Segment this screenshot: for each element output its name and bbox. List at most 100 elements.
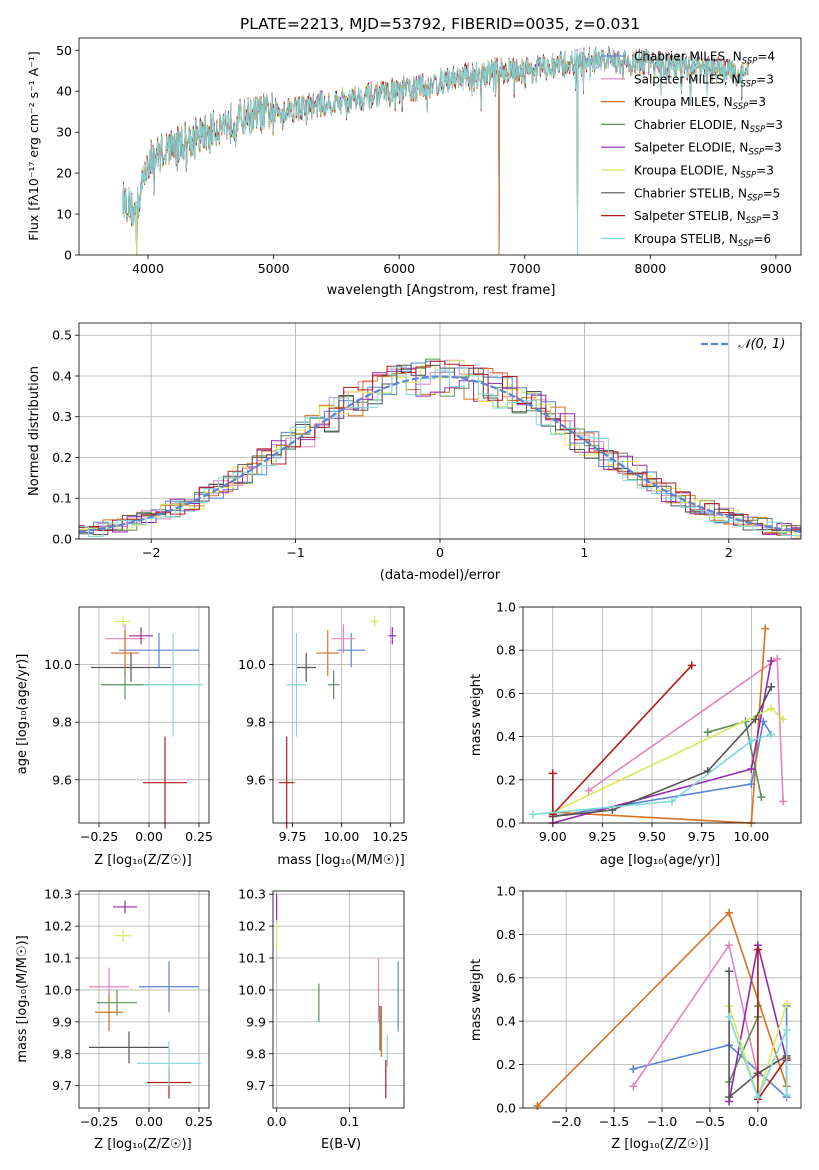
weight-marker	[687, 661, 696, 670]
x-axis-label: E(B-V)	[321, 1137, 361, 1152]
weight-marker	[629, 1082, 638, 1091]
axes-frame	[272, 890, 405, 1109]
y-tick-label: 0.1	[52, 491, 72, 506]
y-tick-label: 30	[56, 125, 72, 140]
weight-marker	[584, 786, 593, 795]
weight-marker	[782, 1090, 791, 1099]
weight-marker	[753, 1093, 762, 1102]
y-tick-label: 0.2	[52, 450, 72, 465]
age-vs-mass-plot: 9.75 10.00 10.25 9.6 9.8 10.0	[238, 606, 408, 844]
y-tick-label: 0.2	[496, 772, 516, 787]
y-tick-label: 0.4	[496, 1014, 516, 1029]
weights-vs-age-panel: 9.00 9.25 9.50 9.75 10.000.00.20.40.60.81.0 …	[469, 600, 802, 868]
y-tick-label: 9.8	[246, 715, 266, 730]
weight-line	[757, 949, 788, 1102]
x-tick-label: 10.25	[372, 829, 408, 844]
weight-marker	[767, 730, 776, 739]
y-tick-label: 0.0	[496, 1101, 516, 1116]
x-axis-label: Z [log₁₀(Z/Z☉)]	[611, 1137, 708, 1152]
residual-histogram	[79, 364, 801, 538]
weights-vs-z-panel: −2.0 −1.5 −1.0 −0.5 0.0 0.0 0.2 0.4 0.6 0.8 1.0 Z …	[469, 884, 802, 1152]
y-axis-label: mass [log₁₀(M/M☉)]	[15, 935, 30, 1062]
weight-line	[632, 943, 759, 1087]
y-tick-label: 0	[64, 248, 72, 263]
age-vs-z-panel: −0.25 0.00 0.259.69.810.0 Z [log₁₀(Z/Z☉)] …	[15, 606, 213, 868]
x-tick-label: 9.75	[279, 829, 307, 844]
y-tick-label: 10.3	[44, 887, 72, 902]
y-tick-label: 10.1	[44, 951, 72, 966]
x-axis-label: Z [log₁₀(Z/Z☉)]	[94, 853, 191, 868]
mass-vs-z-panel: −0.25 0.00 0.25 9.7 9.8 9.9 10.0 10.1 10.2 10.3 Z…	[15, 887, 213, 1152]
spectrum-line	[122, 45, 749, 256]
y-tick-label: 10.0	[44, 982, 72, 997]
y-axis-label: Flux [fλ10⁻¹⁷ erg cm⁻² s⁻¹ A⁻¹]	[26, 51, 41, 240]
y-tick-label: 0.8	[496, 643, 516, 658]
weight-marker	[779, 797, 788, 806]
weights-vs-z-plot: −2.0 −1.5 −1.0 −0.5 0.0 0.0 0.2 0.4 0.6 0.8 1.0	[496, 884, 802, 1129]
y-tick-label: 10.2	[238, 919, 266, 934]
y-tick-label: 0.2	[496, 1057, 516, 1072]
x-tick-label: −1	[286, 545, 304, 560]
legend-label: Kroupa ELODIE, NSSP=3	[634, 164, 774, 181]
legend-label: Kroupa MILES, NSSP=3	[634, 95, 766, 112]
residuals-panel: −2 −1 0 1 2 0.0 0.1 0.2 0.3 0.4 0.5 (data-model)/e…	[27, 322, 802, 583]
spectrum-panel: PLATE=2213, MJD=53792, FIBERID=0035, z=0…	[26, 15, 802, 298]
y-tick-label: 9.7	[246, 1078, 266, 1093]
x-tick-label: −0.25	[80, 829, 118, 844]
weight-marker	[725, 941, 734, 950]
x-tick-label: 9000	[760, 261, 792, 276]
gaussian-curve	[78, 375, 802, 533]
y-tick-label: 20	[56, 166, 72, 181]
axes-frame	[522, 606, 802, 824]
x-tick-label: 0.25	[185, 829, 213, 844]
weight-marker	[548, 810, 557, 819]
legend-label: Salpeter STELIB, NSSP=3	[634, 209, 779, 226]
y-axis-label: mass weight	[469, 959, 484, 1041]
x-axis-label: age [log₁₀(age/yr)]	[600, 853, 721, 868]
y-tick-label: 1.0	[496, 600, 516, 615]
gaussian-legend: 𝒩(0, 1)	[701, 337, 785, 352]
y-tick-label: 0.0	[496, 816, 516, 831]
y-tick-label: 0.4	[52, 368, 72, 383]
weight-marker	[548, 769, 557, 778]
x-tick-label: 2	[725, 545, 733, 560]
residuals-plot: −2 −1 0 1 2 0.0 0.1 0.2 0.3 0.4 0.5	[52, 322, 802, 560]
mass-vs-ebv-panel: 0.0 0.1 9.7 9.8 9.9 10.0 10.1 10.2 10.3 E(B-V)	[238, 887, 405, 1152]
x-axis-label: mass [log₁₀(M/M☉)]	[277, 853, 404, 868]
x-tick-label: 10.00	[324, 829, 360, 844]
y-tick-label: 1.0	[496, 884, 516, 899]
y-tick-label: 9.8	[52, 1046, 72, 1061]
residual-histogram	[79, 366, 801, 537]
y-tick-label: 10.0	[238, 657, 266, 672]
weight-marker	[629, 1064, 638, 1073]
mass-vs-z-plot: −0.25 0.00 0.25 9.7 9.8 9.9 10.0 10.1 10.2 10.3	[44, 887, 213, 1129]
x-tick-label: 7000	[509, 261, 541, 276]
y-tick-label: 0.5	[52, 328, 72, 343]
x-tick-label: 0.00	[135, 829, 163, 844]
x-tick-label: −2.0	[551, 1114, 581, 1129]
x-tick-label: −2	[142, 545, 160, 560]
legend-label: Chabrier ELODIE, NSSP=3	[634, 118, 783, 135]
weight-line	[728, 1016, 788, 1100]
weight-marker	[528, 810, 537, 819]
weight-marker	[703, 728, 712, 737]
weights-vs-age-plot: 9.00 9.25 9.50 9.75 10.00 0.0 0.2 0.4 0.6 0.8 1.0	[496, 600, 802, 844]
mass-vs-ebv-plot: 0.0 0.1 9.7 9.8 9.9 10.0 10.1 10.2 10.3	[238, 887, 405, 1129]
weight-marker	[779, 715, 788, 724]
y-tick-label: 0.6	[496, 686, 516, 701]
x-tick-label: 9.75	[688, 829, 716, 844]
x-tick-label: −0.5	[695, 1114, 725, 1129]
x-tick-label: 0.1	[339, 1114, 359, 1129]
y-tick-label: 0.3	[52, 409, 72, 424]
weight-marker	[725, 908, 734, 917]
legend-label: Chabrier MILES, NSSP=4	[634, 50, 775, 67]
weight-line	[532, 733, 772, 816]
y-tick-label: 9.7	[52, 1078, 72, 1093]
weight-marker	[725, 1093, 734, 1102]
axes-frame	[78, 322, 802, 540]
weight-marker	[757, 793, 766, 802]
residual-histogram	[79, 360, 801, 536]
legend-label: Salpeter MILES, NSSP=3	[634, 72, 774, 89]
y-tick-label: 10.1	[238, 951, 266, 966]
